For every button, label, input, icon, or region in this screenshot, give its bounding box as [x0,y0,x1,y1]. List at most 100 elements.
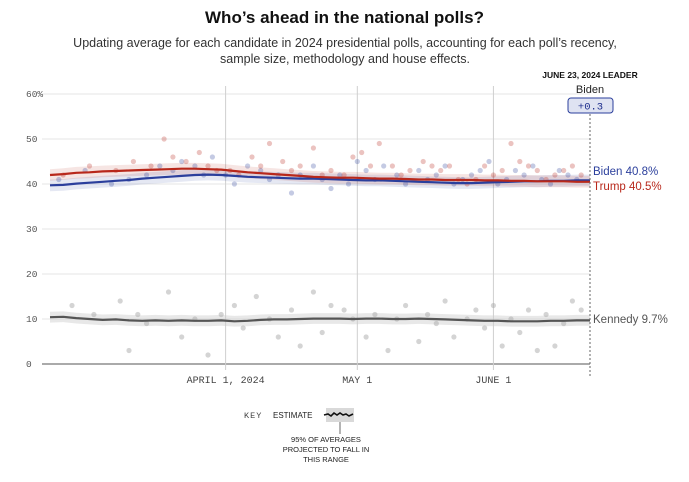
poll-dot-kennedy [240,325,246,331]
poll-dot-kennedy [552,343,558,349]
end-labels: Biden 40.8% Trump 40.5% Kennedy 9.7% [593,166,668,326]
poll-dot-biden [328,185,334,192]
grid-lines [42,86,590,370]
poll-dot-kennedy [179,334,185,340]
average-lines [49,167,590,323]
poll-dot-kennedy [451,334,457,340]
chart-subtitle: Updating average for each candidate in 2… [73,36,617,66]
line-biden [49,173,590,187]
poll-dot-trump [280,158,286,165]
poll-dot-kennedy [328,302,334,309]
poll-dot-trump [367,163,374,169]
poll-dot-trump [288,167,295,174]
poll-dot-trump [350,154,356,160]
poll-dot-kennedy [363,334,369,340]
x-tick-label: APRIL 1, 2024 [187,376,265,387]
leader-margin: +0.3 [578,102,603,114]
poll-dot-kennedy [569,298,576,304]
poll-dot-trump [525,163,532,169]
poll-dot-kennedy [403,302,409,309]
y-tick-label: 10 [26,314,38,325]
poll-dot-biden [468,172,475,178]
poll-dot-trump [258,163,264,169]
leader-name: Biden [576,84,604,96]
poll-dot-trump [438,167,444,174]
poll-dot-trump [266,140,273,147]
poll-dot-kennedy [218,311,224,318]
band-biden [50,168,590,192]
poll-dot-biden [209,154,215,160]
poll-dot-biden [345,181,352,187]
poll-dot-trump [249,154,255,160]
poll-dot-trump [561,167,567,174]
poll-dot-kennedy [490,302,496,309]
poll-dot-biden [530,163,536,169]
line-trump [49,167,590,183]
key-note-2: PROJECTED TO FALL IN [283,445,370,454]
poll-dot-kennedy [275,334,281,340]
line-kennedy [49,315,590,323]
poll-dot-trump [183,158,189,165]
poll-dot-kennedy [543,311,549,318]
end-label-kennedy: Kennedy 9.7% [593,314,668,326]
poll-dot-biden [337,172,343,178]
poll-dot-kennedy [288,307,295,313]
poll-dot-biden [403,181,409,187]
poll-dot-biden [565,172,571,178]
key-note-3: THIS RANGE [303,455,349,464]
y-tick-label: 40 [26,179,38,190]
poll-dot-kennedy [442,298,448,304]
poll-dot-kennedy [144,320,150,327]
leader-date: JUNE 23, 2024 LEADER [542,70,637,80]
end-label-biden: Biden 40.8% [593,166,658,178]
poll-dot-trump [552,172,558,178]
poll-dot-biden [310,163,316,169]
poll-dot-trump [130,158,136,165]
poll-dot-trump [446,163,453,169]
poll-dot-trump [578,172,584,178]
poll-dot-trump [517,158,523,165]
poll-dot-kennedy [91,311,97,318]
poll-dot-biden [157,163,163,169]
end-label-trump: Trump 40.5% [593,181,662,193]
poll-dot-biden [442,163,448,169]
poll-dot-biden [144,172,150,178]
poll-dot-trump [297,163,303,169]
poll-dot-trump [420,158,426,165]
poll-dot-kennedy [425,311,431,318]
poll-dot-kennedy [482,325,488,331]
poll-dot-kennedy [525,307,532,313]
poll-dot-trump [398,172,404,178]
poll-dot-trump [196,149,202,156]
poll-dot-trump [490,172,496,178]
poll-dot-trump [161,136,167,142]
poll-dot-trump [148,163,154,169]
y-tick-label: 30 [26,224,38,235]
leader-margin-badge [567,97,614,114]
poll-dot-trump [341,172,347,178]
poll-dot-trump [407,167,413,174]
poll-dot-biden [363,167,369,174]
poll-dot-kennedy [165,289,172,295]
poll-dot-kennedy [385,347,391,354]
poll-dot-biden [288,190,295,196]
poll-dot-trump [508,140,514,147]
x-tick-label: MAY 1 [342,376,372,387]
poll-dot-trump [569,163,576,169]
poll-dot-kennedy [117,298,123,304]
poll-dot-trump [429,163,435,169]
poll-dot-biden [179,158,185,165]
poll-dot-biden [486,158,492,165]
poll-dot-biden [512,167,519,174]
key-note-1: 95% OF AVERAGES [291,435,361,444]
poll-dot-biden [354,158,360,165]
poll-dot-kennedy [578,307,584,313]
poll-dot-biden [381,163,387,169]
poll-dot-kennedy [135,311,141,318]
poll-dot-trump [376,140,382,147]
poll-dot-trump [170,154,176,160]
poll-dot-kennedy [253,293,259,300]
y-tick-label: 50 [26,134,38,145]
poll-dot-biden [547,181,554,187]
